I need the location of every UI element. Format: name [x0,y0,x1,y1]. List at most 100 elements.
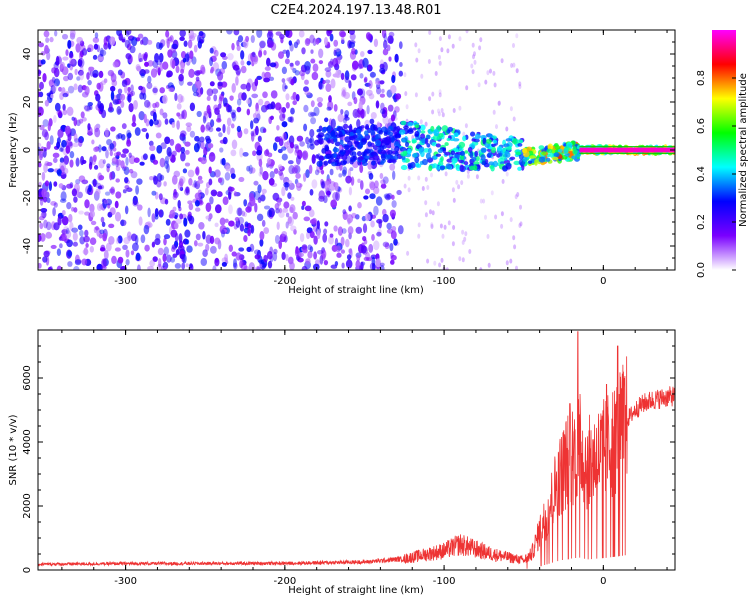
spectrogram-cell [414,156,420,164]
spectrogram-cell [46,162,53,167]
spectrogram-cell [390,84,397,94]
spectrogram-cell [205,202,212,213]
spectrogram-cell [400,120,407,126]
spectrogram-cell [411,140,416,144]
spectrogram-cell [253,249,261,255]
spectrogram-cells [38,30,675,270]
spectrogram-cell [389,209,396,218]
spectrogram-cell [236,207,243,217]
spectrogram-cell [193,240,198,247]
spectrogram-cell [103,78,108,84]
spectrogram-cell [538,156,546,163]
spectrogram-cell [97,185,103,190]
spectrogram-cell [184,149,190,155]
spectrogram-cell [482,198,486,204]
spectrogram-cell [347,125,353,129]
spectrogram-cell [396,189,402,195]
spectrogram-cell [510,63,514,68]
spectrogram-cell [206,95,211,101]
spectrogram-cell [329,233,334,238]
spectrogram-cell [316,220,320,230]
spectrogram-cell [452,197,456,203]
spectrogram-cell [71,188,78,197]
spectrogram-cell [215,127,222,132]
spectrogram-cell [380,183,387,189]
spectrogram-cell [387,35,394,44]
spectrogram-cell [412,127,417,131]
spectrogram-cell [302,172,307,182]
spectrogram-cell [278,170,283,176]
spectrogram-cell [386,222,392,230]
spectrogram-cell [379,262,385,267]
spectrogram-cell [185,239,190,245]
spectrogram-cell [75,157,80,167]
spectrogram-cell [175,218,182,224]
spectrogram-cell [330,118,336,129]
spectrogram-cell [380,108,386,115]
spectrogram-cell [304,205,312,212]
spectrogram-cell [315,38,320,45]
spectrogram-cell [326,190,331,196]
spectrogram-cell [309,188,314,196]
spectrogram-cell [495,124,498,130]
spectrogram-cell [211,88,219,95]
spectrogram-cell [99,49,107,57]
spectrogram-cell [374,134,379,140]
spectrogram-cell [344,129,349,133]
spectrogram-cell [356,254,361,262]
spectrogram-cell [357,178,361,184]
spectrogram-cell [200,257,208,267]
spectrogram-cell [208,126,214,133]
spectrogram-cell [461,257,465,263]
spectrogram-cell [41,171,46,181]
spectrogram-cell [87,101,93,107]
spectrogram-cell [312,37,317,47]
spectrogram-cell [156,42,161,50]
spectrogram-cell [325,153,332,159]
spectrogram-cell [389,242,394,252]
spectrogram-cell [138,57,143,63]
spectrogram-cell [370,129,376,136]
spectrogram-cell [373,38,379,48]
spectrogram-cell [245,206,252,213]
spectrogram-cell [333,138,338,143]
spectrogram-cell [111,79,118,87]
spectrogram-cell [137,204,143,211]
spectrogram-cell [222,123,226,134]
spectrogram-cell [38,70,42,75]
spectrogram-cell [407,148,412,155]
spectrogram-cell [371,234,375,241]
spectrogram-cell [101,221,106,228]
spectrogram-cell [328,60,333,67]
spectrogram-cell [77,58,83,67]
spectrogram-cell [50,93,54,99]
spectrogram-cell [102,232,107,242]
spectrogram-cell [216,117,222,123]
spectrogram-cell [405,141,409,148]
spectrogram-cell [72,232,78,241]
spectrogram-cell [56,109,63,116]
spectrogram-cell [387,159,393,164]
spectrogram-cell [182,57,187,63]
spectrogram-cell [91,155,97,166]
spectrogram-cell [463,161,469,166]
spectrogram-cell [120,100,125,108]
spectrogram-cell [486,70,490,76]
spectrogram-cell [45,231,53,239]
spectrogram-cell [387,104,394,112]
spectrogram-cell [254,125,259,136]
spectrogram-cell [512,116,516,122]
spectrogram-cell [422,158,428,166]
spectrogram-cell [226,125,231,135]
spectrogram-cell [509,217,513,223]
spectrogram-cell [126,132,132,139]
spectrogram-cell [52,82,58,92]
spectrogram-cell [238,247,245,252]
spectrogram-cell [221,261,227,267]
spectrogram-cell [83,247,88,256]
spectrogram-cell [47,168,55,173]
spectrogram-cell [493,82,497,88]
spectrogram-cell [377,146,382,153]
spectrogram-cell [435,143,441,148]
spectrogram-cell [306,142,311,149]
